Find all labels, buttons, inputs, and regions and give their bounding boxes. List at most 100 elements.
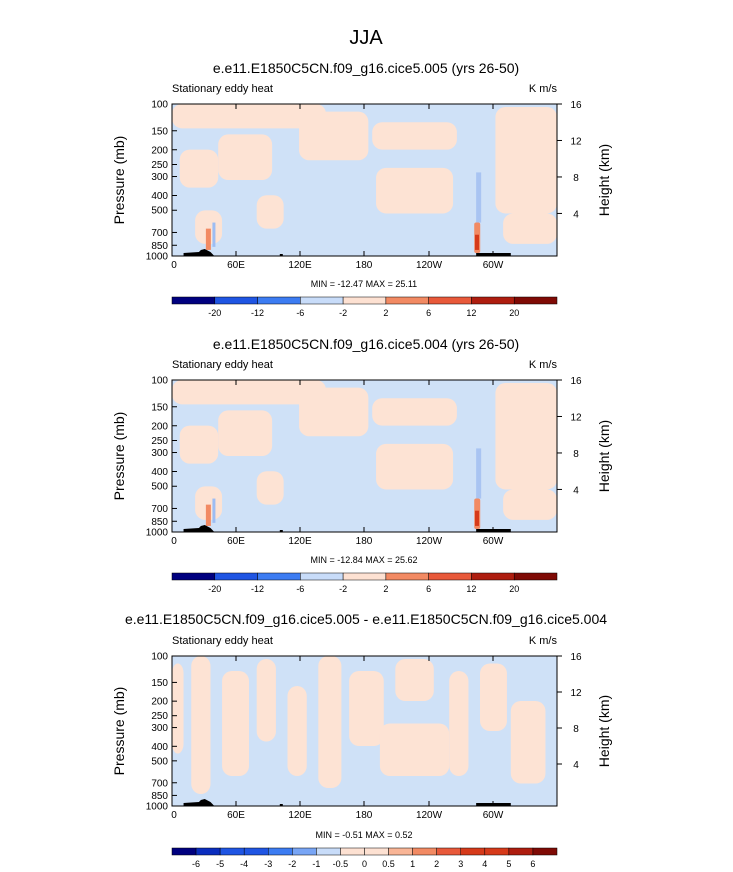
positive-region — [495, 107, 557, 214]
colorbar-box — [460, 847, 486, 856]
positive-region — [379, 723, 450, 776]
colorbar-label: -12 — [251, 308, 264, 318]
y-tick-label: 100 — [151, 100, 168, 111]
units-label: K m/s — [529, 635, 558, 647]
y-tick-label: 200 — [151, 697, 168, 708]
colorbar-label: 6 — [426, 308, 431, 318]
colorbar: -20 -12 -6 -2 2 6 12 20 — [171, 572, 558, 594]
positive-core-max — [474, 510, 479, 526]
colorbar-label: -4 — [240, 859, 248, 869]
y-axis-label: Pressure (mb) — [111, 412, 127, 501]
y-tick-label: 500 — [151, 206, 168, 217]
x-tick-label: 180 — [356, 536, 373, 547]
colorbar-label: -6 — [192, 859, 200, 869]
y-tick-label: 150 — [151, 126, 168, 137]
colorbar-box — [342, 296, 387, 305]
x-tick-label: 0 — [171, 810, 177, 821]
positive-region — [172, 380, 326, 405]
colorbar-box — [471, 296, 515, 305]
chart-title: e.e11.E1850C5CN.f09_g16.cice5.005 (yrs 2… — [213, 60, 519, 76]
colorbar-box — [292, 847, 317, 856]
colorbar-label: 12 — [466, 584, 476, 594]
positive-core — [205, 504, 211, 526]
y-tick-label: 500 — [151, 482, 168, 493]
y-right-tick-label: 4 — [573, 485, 579, 496]
colorbar: -20 -12 -6 -2 2 6 12 20 — [171, 296, 558, 318]
y-tick-label: 200 — [151, 145, 168, 156]
colorbar-box — [243, 847, 269, 856]
positive-region — [395, 659, 434, 701]
positive-region — [376, 167, 454, 214]
colorbar-label: 12 — [466, 308, 476, 318]
x-tick-label: 60E — [227, 260, 245, 271]
y-right-tick-label: 12 — [570, 136, 582, 147]
y-right-tick-label: 8 — [573, 449, 579, 460]
y-right-tick-label: 16 — [570, 376, 582, 387]
x-tick-label: 120W — [416, 810, 443, 821]
page-title: JJA — [349, 27, 383, 49]
colorbar-label: -12 — [251, 584, 264, 594]
positive-region — [299, 387, 369, 437]
y-tick-label: 850 — [151, 791, 168, 802]
colorbar-label: -20 — [208, 308, 221, 318]
colorbar-box — [513, 572, 558, 581]
x-tick-label: 120W — [416, 536, 443, 547]
y-tick-label: 1000 — [146, 252, 169, 263]
colorbar-label: 3 — [458, 859, 463, 869]
colorbar-label: 0.5 — [382, 859, 395, 869]
y-right-axis-label: Height (km) — [596, 144, 612, 216]
y-right-tick-label: 8 — [573, 173, 579, 184]
topography — [183, 249, 215, 256]
x-tick-label: 120E — [288, 260, 312, 271]
x-tick-label: 60W — [483, 536, 504, 547]
colorbar-box — [300, 572, 344, 581]
y-tick-label: 400 — [151, 191, 168, 202]
colorbar-box — [364, 847, 389, 856]
min-max-stats: MIN = -0.51 MAX = 0.52 — [315, 830, 412, 840]
y-tick-label: 850 — [151, 241, 168, 252]
x-tick-label: 180 — [356, 810, 373, 821]
topography — [279, 530, 283, 532]
colorbar-box — [342, 572, 387, 581]
y-tick-label: 250 — [151, 711, 168, 722]
colorbar-label: 20 — [509, 308, 519, 318]
colorbar-label: -2 — [339, 584, 347, 594]
colorbar-box — [257, 572, 301, 581]
positive-core-max — [474, 234, 479, 250]
negative-core — [212, 222, 216, 247]
colorbar-label: -0.5 — [333, 859, 349, 869]
positive-region — [372, 122, 457, 150]
positive-region — [256, 471, 284, 505]
positive-region — [172, 663, 184, 754]
y-right-tick-label: 16 — [570, 652, 582, 663]
positive-region — [449, 671, 469, 776]
colorbar: -6 -5 -4 -3 -2 -1 -0.5 0 0.5 1 2 3 4 5 6 — [171, 847, 558, 869]
colorbar-box — [388, 847, 413, 856]
positive-region — [510, 701, 546, 784]
min-max-stats: MIN = -12.84 MAX = 25.62 — [310, 555, 417, 565]
positive-region — [503, 489, 557, 520]
positive-region — [256, 195, 284, 229]
x-tick-label: 60W — [483, 260, 504, 271]
positive-region — [172, 104, 326, 129]
y-tick-label: 300 — [151, 723, 168, 734]
y-tick-label: 700 — [151, 504, 168, 515]
colorbar-box — [436, 847, 461, 856]
positive-region — [191, 656, 211, 794]
y-tick-label: 300 — [151, 448, 168, 459]
y-tick-label: 400 — [151, 467, 168, 478]
y-axis-label: Pressure (mb) — [111, 687, 127, 776]
chart-subtitle: Stationary eddy heat — [172, 635, 273, 647]
chart-panel-1: e.e11.E1850C5CN.f09_g16.cice5.005 (yrs 2… — [111, 60, 612, 318]
colorbar-label: 2 — [434, 859, 439, 869]
y-right-tick-label: 16 — [570, 100, 582, 111]
x-tick-label: 120E — [288, 536, 312, 547]
x-tick-label: 180 — [356, 260, 373, 271]
colorbar-label: 4 — [482, 859, 487, 869]
positive-region — [222, 671, 249, 776]
colorbar-label: 2 — [383, 584, 388, 594]
negative-core — [212, 498, 216, 523]
colorbar-box — [171, 572, 216, 581]
y-right-tick-label: 12 — [570, 688, 582, 699]
units-label: K m/s — [529, 83, 558, 95]
